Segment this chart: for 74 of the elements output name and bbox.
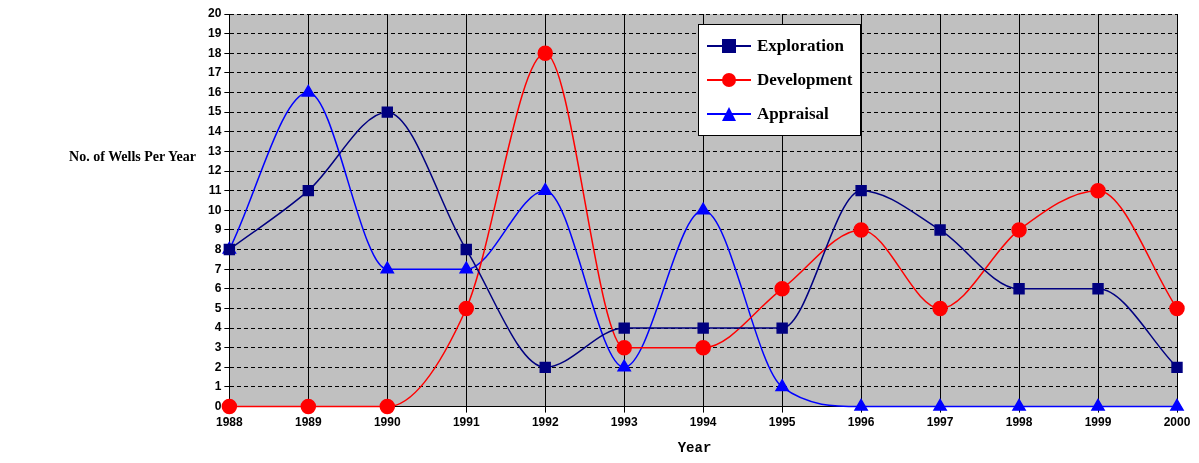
- y-tick-label: 4: [214, 320, 222, 335]
- point: [1011, 222, 1027, 238]
- point: [932, 300, 948, 317]
- point: [854, 398, 868, 411]
- legend-label: Appraisal: [757, 104, 829, 124]
- y-tick-label: 15: [207, 104, 222, 119]
- y-tick-label: 11: [208, 182, 222, 197]
- point: [381, 106, 393, 118]
- x-tick-label: 2000: [1163, 415, 1191, 430]
- y-tick-label: 2: [214, 359, 222, 374]
- x-tick-label: 1988: [216, 415, 244, 430]
- point: [775, 379, 789, 392]
- x-tick-label: 1997: [926, 415, 954, 430]
- x-tick-label: 1992: [531, 415, 559, 430]
- point: [300, 398, 317, 415]
- point: [695, 339, 711, 356]
- point: [616, 339, 632, 356]
- x-tick-label: 1990: [373, 415, 401, 430]
- x-tick-label: 1999: [1084, 415, 1112, 430]
- point: [460, 243, 472, 256]
- x-axis-title: Year: [676, 440, 713, 456]
- point: [1091, 398, 1105, 411]
- y-tick-label: 6: [214, 281, 222, 296]
- y-tick-label: 10: [207, 202, 222, 217]
- point: [1012, 398, 1026, 411]
- point: [380, 261, 395, 274]
- y-tick-label: 20: [207, 6, 222, 21]
- x-tick-label: 1996: [847, 415, 875, 430]
- point: [934, 224, 946, 236]
- point: [697, 322, 709, 334]
- legend-label: Exploration: [757, 36, 844, 56]
- y-tick-label: 16: [207, 84, 222, 99]
- y-tick-label: 18: [207, 45, 222, 60]
- x-tick-label: 1989: [294, 415, 322, 430]
- point: [696, 202, 710, 215]
- legend-label: Development: [757, 70, 853, 90]
- point: [1169, 300, 1185, 317]
- x-tick-label: 1995: [768, 415, 796, 430]
- point: [458, 300, 475, 317]
- y-tick-label: 5: [214, 300, 222, 315]
- point: [379, 398, 396, 415]
- point: [855, 184, 867, 197]
- y-tick-label: 1: [214, 379, 222, 394]
- point: [933, 398, 947, 411]
- y-tick-label: 0: [214, 398, 222, 413]
- point: [1013, 283, 1025, 295]
- y-tick-label: 9: [214, 222, 222, 237]
- x-tick-label: 1991: [452, 415, 480, 430]
- y-tick-label: 12: [207, 163, 222, 178]
- x-tick-label: 1993: [610, 415, 638, 430]
- point: [537, 45, 553, 62]
- x-tick-label: 1994: [689, 415, 717, 430]
- x-tick-label: 1998: [1005, 415, 1033, 430]
- point: [302, 184, 315, 197]
- point: [1092, 283, 1104, 295]
- point: [617, 359, 632, 372]
- y-axis-title: No. of Wells Per Year: [68, 149, 196, 165]
- y-tick-label: 19: [207, 25, 222, 40]
- y-tick-label: 7: [214, 261, 222, 276]
- point: [1090, 182, 1106, 199]
- y-tick-label: 14: [207, 124, 222, 139]
- point: [774, 281, 790, 297]
- point: [459, 261, 474, 274]
- point: [776, 322, 788, 334]
- y-tick-label: 8: [214, 241, 222, 256]
- point: [539, 361, 551, 374]
- point: [618, 322, 630, 334]
- y-tick-label: 3: [214, 340, 222, 355]
- point: [1171, 361, 1183, 374]
- y-tick-label: 13: [207, 143, 222, 158]
- point: [853, 222, 869, 238]
- point: [1170, 398, 1184, 411]
- y-tick-label: 17: [207, 65, 222, 80]
- point: [221, 398, 238, 415]
